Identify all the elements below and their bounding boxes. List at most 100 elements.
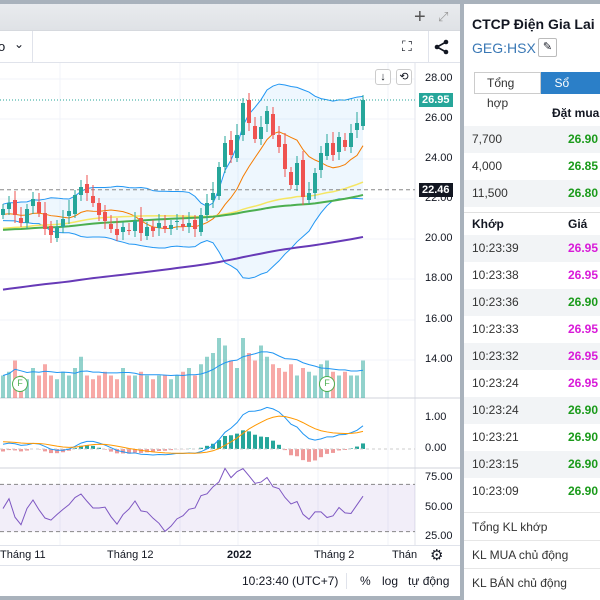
candle-body bbox=[223, 143, 227, 167]
volume-bar bbox=[247, 353, 251, 398]
candle-body bbox=[283, 144, 287, 169]
candle-body bbox=[121, 227, 125, 232]
macd-histogram-bar bbox=[43, 449, 47, 452]
settings-gear-icon[interactable]: ⚙ bbox=[430, 547, 444, 564]
trade-row[interactable]: 10:23:32 26.95 bbox=[464, 343, 600, 370]
candle-body bbox=[199, 215, 203, 232]
macd-histogram-bar bbox=[283, 449, 287, 451]
candle-body bbox=[343, 140, 347, 147]
volume-bar bbox=[289, 364, 293, 398]
candle-body bbox=[157, 223, 161, 228]
volume-bar bbox=[169, 379, 173, 398]
candle-body bbox=[109, 224, 113, 229]
volume-bar bbox=[61, 371, 65, 398]
macd-histogram-bar bbox=[91, 445, 95, 449]
macd-histogram-bar bbox=[247, 431, 251, 449]
fullscreen-icon[interactable]: ⛶ bbox=[402, 38, 412, 54]
macd-histogram-bar bbox=[355, 446, 359, 449]
candle-body bbox=[181, 224, 185, 227]
scroll-to-latest-icon[interactable]: ↓ bbox=[375, 69, 391, 85]
expand-icon[interactable]: ⤢ bbox=[438, 9, 449, 24]
candle-body bbox=[91, 196, 95, 203]
candle-body bbox=[25, 209, 29, 223]
trade-row[interactable]: 10:23:36 26.90 bbox=[464, 289, 600, 316]
rsi-tick: 75.00 bbox=[425, 471, 453, 483]
percent-toggle[interactable]: % bbox=[360, 574, 371, 588]
macd-histogram-bar bbox=[115, 449, 119, 454]
interval-selector[interactable]: o bbox=[0, 39, 6, 54]
candle-body bbox=[61, 219, 65, 227]
status-bar: 10:23:40 (UTC+7) % log tự động bbox=[0, 565, 460, 596]
dividend-marker[interactable]: F bbox=[319, 376, 335, 392]
volume-bar bbox=[103, 371, 107, 398]
trade-time: 10:23:39 bbox=[472, 241, 519, 255]
auto-scale-toggle[interactable]: tự động bbox=[408, 574, 450, 588]
bid-volume: 11,500 bbox=[472, 186, 508, 200]
macd-histogram-bar bbox=[235, 433, 239, 449]
summary-row: KL BÁN chủ động bbox=[464, 568, 600, 596]
chevron-down-icon[interactable]: ⌄ bbox=[14, 37, 25, 51]
add-tab-button[interactable]: + bbox=[414, 6, 426, 28]
tab-summary[interactable]: Tổng hợp bbox=[474, 72, 542, 110]
trade-row[interactable]: 10:23:21 26.90 bbox=[464, 424, 600, 451]
price-chart[interactable]: ↓ ⟲ 28.00 26.00 24.00 22.00 20.00 18.00 16.00 1… bbox=[0, 63, 460, 545]
volume-bar bbox=[307, 371, 311, 398]
edit-pencil-icon[interactable]: ✎ bbox=[538, 38, 557, 57]
candle-body bbox=[241, 103, 245, 135]
dividend-marker[interactable]: F bbox=[12, 376, 28, 392]
volume-bar bbox=[85, 375, 89, 398]
log-toggle[interactable]: log bbox=[382, 574, 399, 588]
time-axis[interactable]: Tháng 11 Tháng 12 2022 Tháng 2 Tháng ⚙ bbox=[0, 545, 460, 565]
share-icon[interactable] bbox=[434, 39, 450, 55]
candle-body bbox=[265, 111, 269, 124]
volume-bar bbox=[253, 360, 257, 398]
trades-time-header: Khớp bbox=[472, 217, 504, 231]
trade-time: 10:23:32 bbox=[472, 349, 519, 363]
rsi-band bbox=[0, 484, 415, 532]
candle-body bbox=[289, 172, 293, 185]
candle-body bbox=[43, 213, 47, 229]
trade-row[interactable]: 10:23:38 26.95 bbox=[464, 262, 600, 289]
tab-order-book[interactable]: Sổ lệnh bbox=[541, 72, 600, 110]
macd-histogram-bar bbox=[241, 430, 245, 449]
last-price-label: 26.95 bbox=[419, 93, 453, 107]
volume-bar bbox=[217, 338, 221, 398]
bid-row[interactable]: 7,700 26.90 bbox=[464, 126, 600, 153]
macd-histogram-bar bbox=[325, 449, 329, 454]
trade-row[interactable]: 10:23:09 26.90 bbox=[464, 478, 600, 505]
volume-bar bbox=[79, 356, 83, 398]
macd-histogram-bar bbox=[337, 449, 341, 451]
trade-row[interactable]: 10:23:33 26.95 bbox=[464, 316, 600, 343]
macd-histogram-bar bbox=[301, 449, 305, 461]
macd-histogram-bar bbox=[13, 449, 17, 451]
volume-bar bbox=[121, 368, 125, 398]
candle-body bbox=[55, 227, 59, 238]
auto-scale-icon[interactable]: ⟲ bbox=[396, 69, 412, 85]
bid-row[interactable]: 4,000 26.85 bbox=[464, 153, 600, 180]
volume-bar bbox=[175, 375, 179, 398]
volume-bar bbox=[301, 368, 305, 398]
trade-row[interactable]: 10:23:24 26.90 bbox=[464, 397, 600, 424]
trade-row[interactable]: 10:23:24 26.95 bbox=[464, 370, 600, 397]
candle-body bbox=[169, 225, 173, 229]
volume-bar bbox=[283, 371, 287, 398]
candle-body bbox=[205, 203, 209, 215]
price-tick: 18.00 bbox=[425, 272, 453, 284]
macd-histogram-bar bbox=[97, 447, 101, 449]
bid-row[interactable]: 11,500 26.80 bbox=[464, 180, 600, 207]
volume-bar bbox=[295, 375, 299, 398]
volume-bar bbox=[241, 338, 245, 398]
candle-body bbox=[325, 143, 329, 156]
ticker-symbol[interactable]: GEG:HSX bbox=[472, 40, 536, 56]
candle-body bbox=[67, 211, 71, 216]
volume-bar bbox=[157, 375, 161, 398]
chart-canvas[interactable] bbox=[0, 63, 460, 545]
volume-ma-line bbox=[2, 351, 364, 377]
trade-row[interactable]: 10:23:15 26.90 bbox=[464, 451, 600, 478]
macd-histogram-bar bbox=[139, 449, 143, 453]
trade-row[interactable]: 10:23:39 26.95 bbox=[464, 235, 600, 262]
candle-body bbox=[313, 173, 317, 193]
volume-bar bbox=[7, 371, 11, 398]
trade-price: 26.90 bbox=[568, 484, 599, 498]
time-label: 2022 bbox=[227, 549, 252, 561]
